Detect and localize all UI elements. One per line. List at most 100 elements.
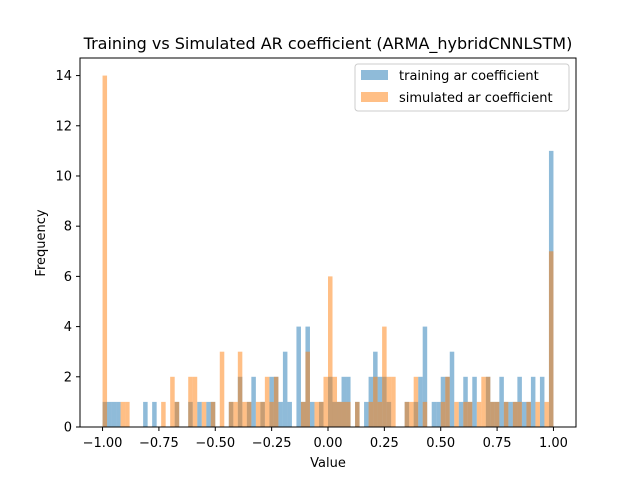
- bar-simulated-18: [264, 376, 270, 427]
- bar-simulated-28: [337, 401, 342, 427]
- x-tick-label-8: 1.00: [539, 436, 568, 451]
- bar-simulated-55: [526, 401, 531, 427]
- bar-simulated-30: [346, 401, 351, 427]
- bar-simulated-10: [219, 351, 225, 427]
- bar-simulated-23: [314, 401, 319, 427]
- legend-label-training: training ar coefficient: [399, 69, 539, 84]
- bar-training-42: [431, 401, 437, 427]
- bar-training-62: [539, 376, 545, 427]
- bar-simulated-5: [174, 401, 180, 427]
- x-tick-label-2: −0.50: [195, 436, 235, 451]
- bar-simulated-17: [260, 401, 265, 427]
- y-tick-label-7: 14: [55, 69, 72, 84]
- bar-simulated-57: [544, 401, 549, 427]
- bar-training-56: [508, 401, 513, 427]
- legend-swatch-training: [361, 70, 388, 80]
- bar-simulated-49: [485, 376, 491, 427]
- bar-simulated-3: [161, 401, 166, 427]
- legend-box: [354, 63, 570, 112]
- bar-simulated-32: [368, 401, 374, 427]
- bar-simulated-56: [535, 401, 540, 427]
- bar-simulated-11: [228, 401, 234, 427]
- bar-simulated-19: [269, 401, 274, 427]
- bar-simulated-53: [512, 401, 518, 427]
- bar-training-24: [309, 401, 315, 427]
- bar-simulated-7: [192, 376, 198, 427]
- bar-training-59: [521, 401, 527, 427]
- bar-training-43: [436, 401, 441, 427]
- y-tick-label-0: 0: [64, 421, 72, 436]
- bar-simulated-35: [382, 326, 387, 427]
- bar-simulated-40: [413, 376, 419, 427]
- bar-training-19: [282, 351, 288, 427]
- bar-training-8: [197, 401, 202, 427]
- x-tick-label-6: 0.50: [426, 436, 455, 451]
- bar-simulated-33: [373, 376, 378, 427]
- bar-simulated-31: [355, 401, 360, 427]
- bar-training-5: [152, 401, 157, 427]
- bar-simulated-8: [201, 401, 207, 427]
- y-axis: 0 2 4 6 8 10 12 14: [55, 69, 80, 436]
- bar-simulated-27: [332, 376, 338, 427]
- bar-simulated-50: [490, 401, 495, 427]
- bar-simulated-24: [318, 401, 324, 427]
- bar-simulated-1: [120, 401, 126, 427]
- y-tick-label-1: 2: [64, 370, 72, 385]
- bar-simulated-13: [237, 351, 243, 427]
- bar-simulated-44: [454, 401, 459, 427]
- bar-simulated-42: [440, 401, 446, 427]
- bar-simulated-51: [494, 401, 500, 427]
- bar-simulated-26: [328, 276, 333, 427]
- y-tick-label-3: 6: [64, 270, 72, 285]
- x-tick-label-7: 0.75: [483, 436, 512, 451]
- y-tick-label-6: 12: [55, 119, 72, 134]
- bar-simulated-21: [300, 401, 306, 427]
- bar-simulated-2: [125, 401, 130, 427]
- bar-simulated-20: [273, 376, 279, 427]
- y-axis-label: Frequency: [34, 209, 49, 276]
- bar-simulated-38: [404, 401, 410, 427]
- bar-simulated-29: [341, 401, 347, 427]
- bar-training-46: [449, 351, 455, 427]
- bar-training-1: [107, 401, 112, 427]
- bar-training-21: [296, 326, 301, 427]
- bar-simulated-48: [481, 376, 486, 427]
- bar-simulated-6: [188, 376, 193, 427]
- bar-simulated-37: [391, 376, 396, 427]
- bar-simulated-58: [548, 251, 554, 427]
- bar-training-4: [143, 401, 148, 427]
- bar-training-9: [206, 401, 211, 427]
- bar-simulated-39: [409, 401, 414, 427]
- bar-training-41: [422, 326, 428, 427]
- bar-simulated-36: [386, 376, 392, 427]
- x-tick-label-4: 0.00: [314, 436, 343, 451]
- y-tick-label-2: 4: [64, 320, 72, 335]
- bar-simulated-16: [255, 401, 261, 427]
- bar-training-2: [111, 401, 117, 427]
- x-tick-label-5: 0.25: [370, 436, 399, 451]
- bar-training-32: [364, 401, 369, 427]
- x-tick-label-0: −1.00: [83, 436, 123, 451]
- bar-simulated-4: [170, 376, 175, 427]
- bar-training-40: [418, 376, 423, 427]
- bar-simulated-47: [476, 401, 482, 427]
- bar-simulated-45: [463, 401, 468, 427]
- bars-layer: [102, 75, 554, 427]
- bar-simulated-15: [246, 401, 252, 427]
- x-tick-label-3: −0.25: [252, 436, 292, 451]
- legend: training ar coefficient simulated ar coe…: [354, 63, 570, 112]
- bar-simulated-25: [323, 376, 328, 427]
- bar-training-20: [287, 401, 292, 427]
- bar-simulated-12: [233, 401, 238, 427]
- bar-simulated-41: [422, 401, 428, 427]
- bar-simulated-14: [242, 401, 247, 427]
- bar-simulated-9: [210, 401, 216, 427]
- bar-training-14: [251, 376, 256, 427]
- bar-training-50: [472, 376, 477, 427]
- bar-training-18: [278, 401, 283, 427]
- bar-training-47: [458, 401, 464, 427]
- x-axis: −1.00 −0.75 −0.50 −0.25 0.00 0.25 0.50 0.75 1.00: [83, 427, 568, 451]
- bar-training-61: [530, 376, 536, 427]
- bar-simulated-0: [102, 75, 108, 427]
